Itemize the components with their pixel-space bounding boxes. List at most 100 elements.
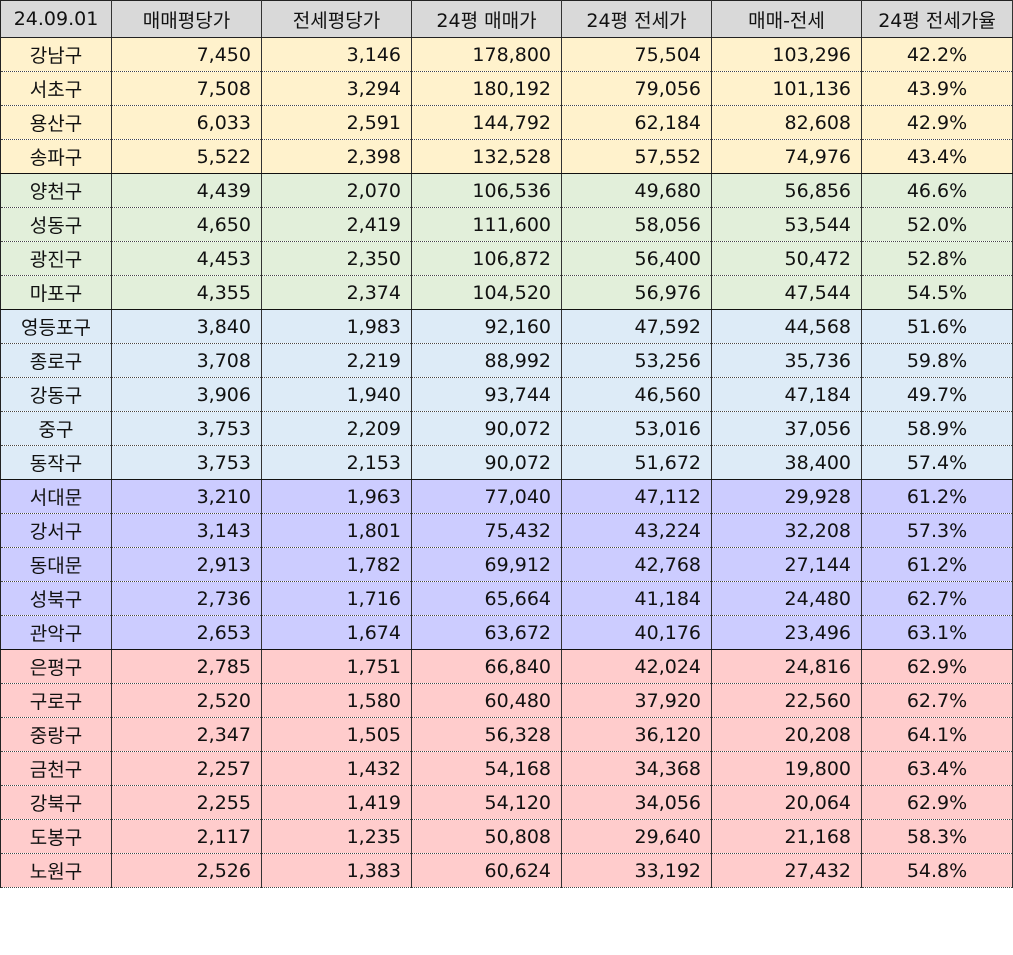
cell-jeonse-price-24p[interactable]: 36,120 xyxy=(561,717,712,752)
cell-jeonse-ratio-24p[interactable]: 52.8% xyxy=(861,241,1013,276)
cell-sale-price-24p[interactable]: 104,520 xyxy=(411,275,562,310)
cell-sale-minus-jeonse[interactable]: 38,400 xyxy=(711,445,862,480)
cell-district-name[interactable]: 광진구 xyxy=(0,241,112,276)
cell-jeonse-per-pyeong[interactable]: 3,294 xyxy=(261,71,412,106)
cell-sale-minus-jeonse[interactable]: 53,544 xyxy=(711,207,862,242)
cell-sale-price-24p[interactable]: 66,840 xyxy=(411,649,562,684)
cell-sale-minus-jeonse[interactable]: 56,856 xyxy=(711,173,862,208)
cell-sale-minus-jeonse[interactable]: 35,736 xyxy=(711,343,862,378)
cell-jeonse-per-pyeong[interactable]: 2,209 xyxy=(261,411,412,446)
cell-sale-per-pyeong[interactable]: 5,522 xyxy=(111,139,262,174)
cell-jeonse-price-24p[interactable]: 42,024 xyxy=(561,649,712,684)
cell-sale-minus-jeonse[interactable]: 82,608 xyxy=(711,105,862,140)
cell-jeonse-price-24p[interactable]: 79,056 xyxy=(561,71,712,106)
cell-jeonse-per-pyeong[interactable]: 1,419 xyxy=(261,785,412,820)
header-jeonse-per-pyeong[interactable]: 전세평당가 xyxy=(261,0,412,38)
cell-jeonse-ratio-24p[interactable]: 61.2% xyxy=(861,547,1013,582)
cell-sale-minus-jeonse[interactable]: 23,496 xyxy=(711,615,862,650)
cell-district-name[interactable]: 은평구 xyxy=(0,649,112,684)
cell-sale-minus-jeonse[interactable]: 29,928 xyxy=(711,479,862,514)
cell-sale-price-24p[interactable]: 178,800 xyxy=(411,37,562,72)
cell-sale-per-pyeong[interactable]: 4,439 xyxy=(111,173,262,208)
cell-jeonse-ratio-24p[interactable]: 62.7% xyxy=(861,683,1013,718)
cell-jeonse-price-24p[interactable]: 29,640 xyxy=(561,819,712,854)
cell-jeonse-per-pyeong[interactable]: 1,674 xyxy=(261,615,412,650)
cell-jeonse-per-pyeong[interactable]: 2,419 xyxy=(261,207,412,242)
cell-jeonse-ratio-24p[interactable]: 54.5% xyxy=(861,275,1013,310)
header-sale-minus-jeonse[interactable]: 매매-전세 xyxy=(711,0,862,38)
cell-jeonse-per-pyeong[interactable]: 2,219 xyxy=(261,343,412,378)
cell-jeonse-price-24p[interactable]: 42,768 xyxy=(561,547,712,582)
cell-sale-price-24p[interactable]: 60,480 xyxy=(411,683,562,718)
cell-sale-per-pyeong[interactable]: 2,653 xyxy=(111,615,262,650)
cell-jeonse-price-24p[interactable]: 62,184 xyxy=(561,105,712,140)
cell-sale-price-24p[interactable]: 180,192 xyxy=(411,71,562,106)
cell-sale-minus-jeonse[interactable]: 47,544 xyxy=(711,275,862,310)
cell-sale-per-pyeong[interactable]: 2,117 xyxy=(111,819,262,854)
cell-district-name[interactable]: 동대문 xyxy=(0,547,112,582)
cell-jeonse-price-24p[interactable]: 34,368 xyxy=(561,751,712,786)
cell-district-name[interactable]: 마포구 xyxy=(0,275,112,310)
cell-district-name[interactable]: 중랑구 xyxy=(0,717,112,752)
cell-sale-per-pyeong[interactable]: 3,143 xyxy=(111,513,262,548)
cell-jeonse-price-24p[interactable]: 33,192 xyxy=(561,853,712,888)
cell-jeonse-price-24p[interactable]: 53,256 xyxy=(561,343,712,378)
cell-jeonse-ratio-24p[interactable]: 63.1% xyxy=(861,615,1013,650)
cell-district-name[interactable]: 성동구 xyxy=(0,207,112,242)
cell-jeonse-price-24p[interactable]: 47,592 xyxy=(561,309,712,344)
cell-jeonse-ratio-24p[interactable]: 51.6% xyxy=(861,309,1013,344)
cell-sale-minus-jeonse[interactable]: 50,472 xyxy=(711,241,862,276)
cell-jeonse-ratio-24p[interactable]: 49.7% xyxy=(861,377,1013,412)
cell-jeonse-price-24p[interactable]: 57,552 xyxy=(561,139,712,174)
cell-jeonse-per-pyeong[interactable]: 2,398 xyxy=(261,139,412,174)
cell-sale-per-pyeong[interactable]: 2,520 xyxy=(111,683,262,718)
cell-sale-price-24p[interactable]: 65,664 xyxy=(411,581,562,616)
cell-jeonse-price-24p[interactable]: 56,976 xyxy=(561,275,712,310)
cell-sale-minus-jeonse[interactable]: 24,816 xyxy=(711,649,862,684)
cell-jeonse-ratio-24p[interactable]: 42.9% xyxy=(861,105,1013,140)
cell-sale-per-pyeong[interactable]: 4,650 xyxy=(111,207,262,242)
cell-sale-price-24p[interactable]: 56,328 xyxy=(411,717,562,752)
cell-jeonse-price-24p[interactable]: 47,112 xyxy=(561,479,712,514)
cell-sale-price-24p[interactable]: 92,160 xyxy=(411,309,562,344)
cell-district-name[interactable]: 양천구 xyxy=(0,173,112,208)
header-sale-per-pyeong[interactable]: 매매평당가 xyxy=(111,0,262,38)
cell-jeonse-per-pyeong[interactable]: 1,383 xyxy=(261,853,412,888)
cell-jeonse-ratio-24p[interactable]: 63.4% xyxy=(861,751,1013,786)
cell-sale-minus-jeonse[interactable]: 24,480 xyxy=(711,581,862,616)
cell-sale-minus-jeonse[interactable]: 21,168 xyxy=(711,819,862,854)
cell-jeonse-price-24p[interactable]: 49,680 xyxy=(561,173,712,208)
cell-jeonse-price-24p[interactable]: 51,672 xyxy=(561,445,712,480)
cell-district-name[interactable]: 금천구 xyxy=(0,751,112,786)
header-date[interactable]: 24.09.01 xyxy=(0,0,112,38)
cell-jeonse-price-24p[interactable]: 56,400 xyxy=(561,241,712,276)
cell-jeonse-price-24p[interactable]: 46,560 xyxy=(561,377,712,412)
cell-jeonse-ratio-24p[interactable]: 64.1% xyxy=(861,717,1013,752)
cell-sale-price-24p[interactable]: 77,040 xyxy=(411,479,562,514)
cell-jeonse-per-pyeong[interactable]: 1,235 xyxy=(261,819,412,854)
cell-jeonse-ratio-24p[interactable]: 46.6% xyxy=(861,173,1013,208)
cell-sale-price-24p[interactable]: 63,672 xyxy=(411,615,562,650)
cell-jeonse-price-24p[interactable]: 43,224 xyxy=(561,513,712,548)
cell-district-name[interactable]: 노원구 xyxy=(0,853,112,888)
cell-sale-per-pyeong[interactable]: 3,906 xyxy=(111,377,262,412)
cell-sale-minus-jeonse[interactable]: 74,976 xyxy=(711,139,862,174)
cell-sale-price-24p[interactable]: 106,872 xyxy=(411,241,562,276)
cell-jeonse-ratio-24p[interactable]: 57.4% xyxy=(861,445,1013,480)
cell-sale-per-pyeong[interactable]: 3,753 xyxy=(111,411,262,446)
cell-sale-per-pyeong[interactable]: 4,355 xyxy=(111,275,262,310)
cell-jeonse-per-pyeong[interactable]: 3,146 xyxy=(261,37,412,72)
cell-jeonse-ratio-24p[interactable]: 58.3% xyxy=(861,819,1013,854)
cell-sale-minus-jeonse[interactable]: 103,296 xyxy=(711,37,862,72)
cell-district-name[interactable]: 종로구 xyxy=(0,343,112,378)
cell-jeonse-price-24p[interactable]: 41,184 xyxy=(561,581,712,616)
cell-sale-minus-jeonse[interactable]: 27,432 xyxy=(711,853,862,888)
header-24p-jeonse-price[interactable]: 24평 전세가 xyxy=(561,0,712,38)
cell-sale-price-24p[interactable]: 90,072 xyxy=(411,411,562,446)
header-24p-jeonse-ratio[interactable]: 24평 전세가율 xyxy=(861,0,1013,38)
cell-district-name[interactable]: 구로구 xyxy=(0,683,112,718)
cell-district-name[interactable]: 관악구 xyxy=(0,615,112,650)
cell-sale-minus-jeonse[interactable]: 20,208 xyxy=(711,717,862,752)
cell-sale-per-pyeong[interactable]: 3,210 xyxy=(111,479,262,514)
cell-sale-per-pyeong[interactable]: 2,347 xyxy=(111,717,262,752)
